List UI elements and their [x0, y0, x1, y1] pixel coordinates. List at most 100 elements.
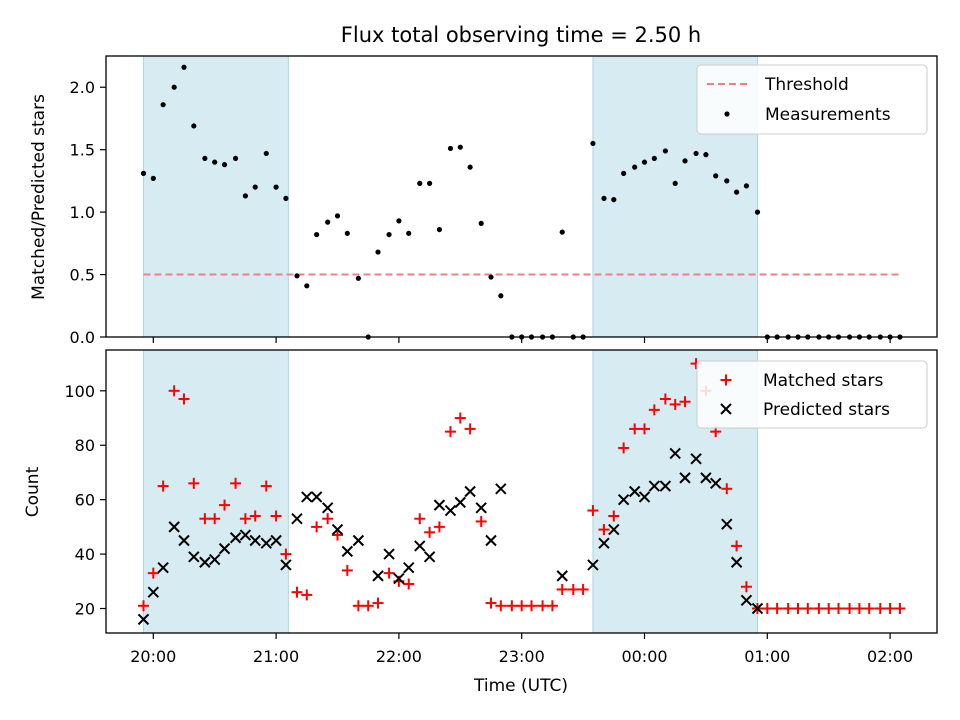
measurement-point	[232, 155, 239, 162]
bottom-y-axis: 20 40 60 80 100	[64, 382, 106, 619]
predicted-star-point	[301, 491, 313, 503]
x-axis-label: Time (UTC)	[473, 676, 568, 696]
measurement-point	[713, 173, 719, 179]
measurement-point	[488, 274, 494, 280]
matched-star-point	[454, 412, 466, 424]
measurement-point	[590, 140, 596, 147]
predicted-star-point	[710, 477, 722, 490]
matched-star-point	[199, 513, 211, 525]
matched-star-point	[833, 603, 845, 615]
predicted-star-point	[730, 556, 743, 568]
predicted-star-point	[178, 534, 190, 547]
figure-title: Flux total observing time = 2.50 h	[341, 23, 701, 47]
matched-star-point	[844, 603, 856, 615]
top-y-axis-label: Matched/Predicted stars	[29, 94, 49, 300]
x-tick-label: 00:00	[621, 647, 667, 666]
predicted-star-point	[495, 483, 507, 495]
x-tick-label: 02:00	[867, 647, 913, 666]
predicted-star-point	[598, 537, 610, 549]
predicted-legend-marker	[720, 403, 732, 415]
measurement-point	[140, 170, 147, 176]
matched-star-point	[178, 393, 190, 405]
matched-star-point	[424, 526, 436, 538]
matched-star-point	[188, 477, 200, 489]
matched-star-point	[792, 603, 804, 615]
bottom-y-tick-label: 100	[64, 382, 95, 401]
measurement-point	[498, 293, 504, 299]
measurement-point	[467, 164, 473, 170]
predicted-stars-legend-swatch	[720, 403, 732, 415]
predicted-star-point	[659, 480, 672, 492]
matched-star-point	[311, 521, 323, 533]
matched-star-point	[577, 583, 589, 595]
measurement-point	[436, 226, 443, 233]
predicted-stars-points	[137, 447, 764, 626]
predicted-star-point	[454, 496, 467, 509]
predicted-star-point	[199, 556, 211, 568]
matched-star-point	[537, 600, 549, 612]
measurement-point	[601, 195, 607, 201]
matched-star-point	[874, 603, 886, 615]
matched-star-point	[639, 423, 650, 435]
matched-star-point	[629, 423, 641, 435]
x-tick-label: 20:00	[130, 647, 176, 666]
predicted-star-point	[617, 493, 630, 506]
measurement-point	[559, 229, 565, 235]
predicted-star-point	[485, 534, 497, 547]
predicted-star-point	[321, 502, 334, 514]
predicted-star-point	[137, 613, 150, 626]
measurement-point	[672, 180, 678, 186]
matched-star-point	[444, 426, 456, 438]
predicted-star-point	[331, 523, 344, 536]
matched-star-point	[567, 583, 579, 595]
measurement-point	[150, 175, 156, 181]
top-x-ticks	[152, 337, 891, 343]
predicted-star-point	[444, 504, 457, 517]
matched-star-point	[823, 603, 835, 615]
matched-star-point	[598, 524, 610, 536]
matched-star-point	[863, 603, 875, 615]
matched-star-point	[485, 597, 497, 609]
bottom-panel: 20 40 60 80 100 20:00 21:00 22:00 23:00 00:00 01:…	[23, 349, 938, 696]
measurements-legend-label: Measurements	[765, 105, 891, 125]
predicted-star-point	[587, 559, 599, 571]
measurement-point	[743, 183, 750, 189]
top-legend: Threshold Measurements	[696, 64, 928, 135]
matched-star-point	[761, 603, 773, 615]
matched-star-point	[587, 505, 599, 517]
measurement-point	[325, 219, 331, 225]
bottom-y-tick-label: 40	[75, 545, 95, 564]
measurement-point	[632, 164, 638, 170]
matched-star-point	[556, 583, 568, 595]
predicted-star-point	[740, 594, 753, 607]
matched-star-point	[230, 477, 242, 489]
measurement-point	[171, 84, 177, 90]
predicted-star-point	[341, 545, 354, 558]
measurement-point	[611, 197, 617, 203]
predicted-star-point	[751, 602, 764, 615]
x-tick-label: 01:00	[744, 647, 790, 666]
matched-star-point	[322, 513, 334, 525]
x-tick-label: 23:00	[499, 647, 545, 666]
matched-star-point	[352, 600, 364, 612]
measurement-point	[396, 218, 402, 224]
matched-star-point	[618, 442, 630, 454]
predicted-star-point	[260, 537, 272, 549]
measurement-point	[294, 273, 300, 279]
predicted-star-point	[157, 561, 169, 574]
matched-star-point	[659, 393, 671, 405]
predicted-star-point	[188, 551, 200, 563]
measurement-point	[724, 178, 730, 184]
top-y-tick-label: 1.0	[70, 203, 95, 222]
measurement-point	[447, 145, 454, 152]
matched-star-point	[433, 521, 445, 533]
measurement-point	[242, 193, 248, 199]
measurement-point	[427, 180, 433, 186]
matched-star-point	[239, 513, 251, 525]
matched-star-point	[740, 581, 752, 593]
predicted-star-point	[433, 499, 446, 511]
predicted-star-point	[270, 534, 282, 547]
predicted-star-point	[352, 534, 365, 547]
measurement-point	[417, 180, 423, 186]
